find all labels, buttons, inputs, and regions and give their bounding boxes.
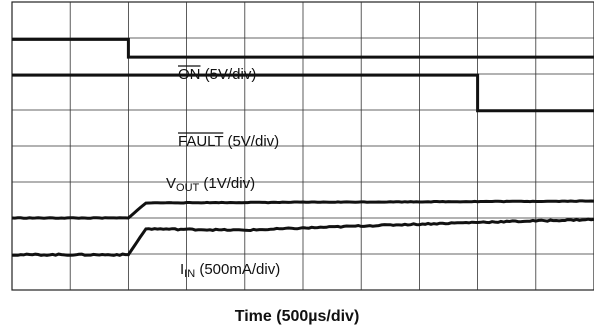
overbar-text: FAULT bbox=[178, 133, 223, 150]
label-text-on: ON (5V/div) bbox=[178, 66, 256, 83]
x-axis-label: Time (500µs/div) bbox=[235, 308, 360, 325]
label-in: IIN (500mA/div) bbox=[180, 261, 280, 280]
trace-labels: ON (5V/div) FAULT (5V/div) VOUT (1V/div) II… bbox=[166, 65, 280, 280]
label-text-fault: FAULT (5V/div) bbox=[178, 133, 279, 150]
grid bbox=[11, 1, 594, 291]
label-on: ON (5V/div) bbox=[178, 65, 256, 83]
trace-fault bbox=[12, 73, 594, 113]
trace-in bbox=[11, 217, 594, 257]
overbar-text: ON bbox=[178, 66, 201, 83]
label-vout: VOUT (1V/div) bbox=[166, 175, 255, 194]
label-text-vout: VOUT (1V/div) bbox=[166, 175, 255, 194]
trace-on bbox=[12, 37, 594, 59]
label-fault: FAULT (5V/div) bbox=[178, 132, 279, 150]
trace-vout bbox=[11, 199, 594, 220]
label-text-in: IIN (500mA/div) bbox=[180, 261, 280, 280]
traces bbox=[11, 37, 594, 257]
